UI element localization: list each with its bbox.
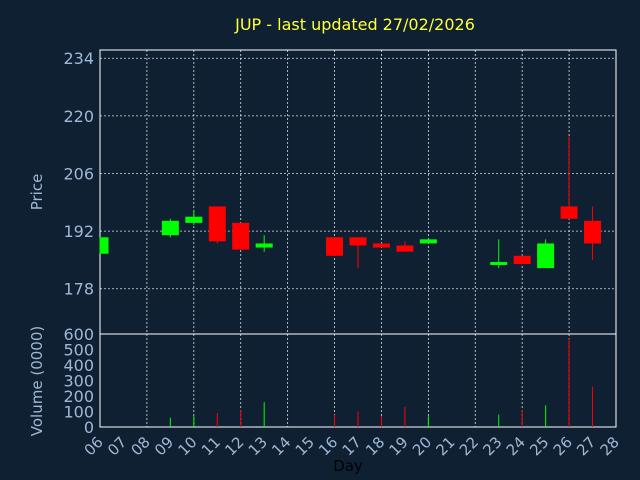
volume-tick-label: 200 xyxy=(63,387,94,406)
x-tick-label: 24 xyxy=(503,433,529,459)
x-tick-label: 08 xyxy=(128,433,154,459)
candle-body xyxy=(326,237,344,256)
x-tick-label: 18 xyxy=(362,433,388,459)
x-tick-label: 20 xyxy=(409,433,435,459)
volume-tick-label: 400 xyxy=(63,356,94,375)
price-tick-label: 178 xyxy=(63,280,94,299)
chart-title: JUP - last updated 27/02/2026 xyxy=(234,15,475,34)
price-tick-label: 206 xyxy=(63,164,94,183)
price-tick-label: 220 xyxy=(63,107,94,126)
volume-tick-label: 300 xyxy=(63,372,94,391)
volume-tick-label: 0 xyxy=(84,418,94,437)
x-tick-label: 11 xyxy=(198,433,224,459)
candle-body xyxy=(161,220,179,236)
x-tick-label: 26 xyxy=(550,433,576,459)
x-axis-label: Day xyxy=(333,457,363,475)
candle-body xyxy=(490,261,508,265)
candle-body xyxy=(255,243,273,248)
price-tick-label: 234 xyxy=(63,49,94,68)
candle-body xyxy=(513,255,531,265)
candle-body xyxy=(396,245,414,252)
x-tick-label: 12 xyxy=(221,433,247,459)
volume-tick-label: 100 xyxy=(63,403,94,422)
x-tick-label: 27 xyxy=(573,433,599,459)
x-tick-label: 16 xyxy=(315,433,341,459)
price-axis-label: Price xyxy=(28,174,46,211)
grid-layer xyxy=(99,49,617,428)
price-panel-frame xyxy=(99,49,617,335)
x-tick-label: 14 xyxy=(268,433,294,459)
x-tick-label: 19 xyxy=(386,433,412,459)
candle-body xyxy=(537,243,555,269)
candle-body xyxy=(560,206,578,219)
x-tick-label: 23 xyxy=(479,433,505,459)
x-tick-label: 10 xyxy=(174,433,200,459)
x-tick-label: 22 xyxy=(456,433,482,459)
x-tick-label: 09 xyxy=(151,433,177,459)
x-tick-label: 25 xyxy=(526,433,552,459)
x-tick-label: 28 xyxy=(597,433,623,459)
price-tick-label: 192 xyxy=(63,222,94,241)
candle-body xyxy=(372,243,390,248)
volume-tick-label: 500 xyxy=(63,341,94,360)
candle-body xyxy=(185,216,203,223)
candle-body xyxy=(232,222,250,250)
volume-tick-label: 600 xyxy=(63,325,94,344)
candle-body xyxy=(584,220,602,244)
x-tick-label: 13 xyxy=(245,433,271,459)
volume-axis-label: Volume (0000) xyxy=(28,326,46,436)
x-tick-label: 15 xyxy=(292,433,318,459)
marks-layer xyxy=(99,136,602,427)
x-tick-label: 07 xyxy=(104,433,130,459)
candle-body xyxy=(100,237,109,254)
x-tick-label: 17 xyxy=(339,433,365,459)
candle-body xyxy=(208,206,226,242)
candle-body xyxy=(419,239,437,244)
x-tick-label: 21 xyxy=(432,433,458,459)
candle-body xyxy=(349,237,367,246)
x-tick-label: 06 xyxy=(81,433,107,459)
